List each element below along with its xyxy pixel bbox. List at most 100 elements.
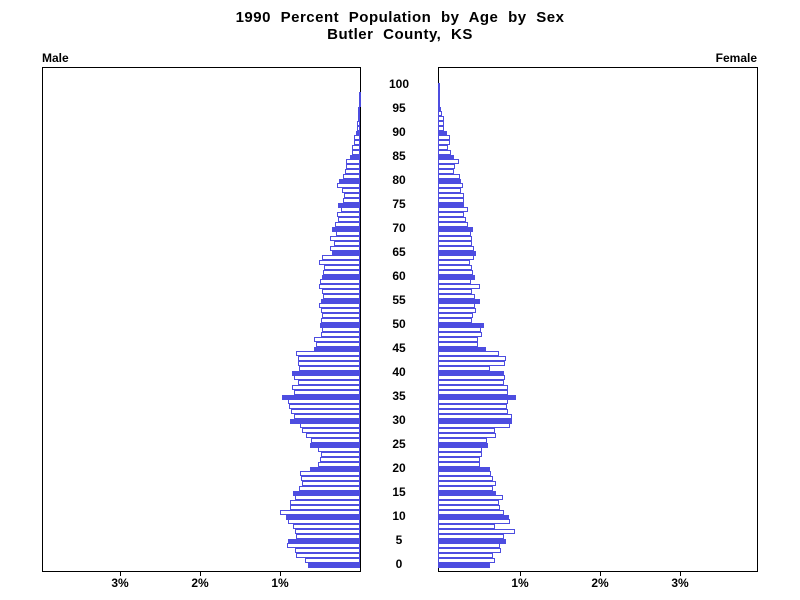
bar-female-age-5 (438, 539, 506, 544)
bar-female-age-71 (438, 222, 468, 227)
bar-female-age-20 (438, 467, 490, 472)
age-axis-label-45: 45 (392, 341, 406, 355)
age-axis-label-10: 10 (392, 509, 406, 523)
bar-male-age-87 (352, 145, 360, 150)
bar-female-age-40 (438, 371, 504, 376)
bar-female-age-28 (438, 428, 495, 433)
bar-male-age-42 (298, 361, 360, 366)
age-axis-label-80: 80 (392, 173, 406, 187)
bar-female-age-50 (438, 323, 484, 328)
bar-female-age-57 (438, 289, 472, 294)
male-axis-1pct-tick (280, 571, 281, 576)
female-axis-3pct-tick (680, 571, 681, 576)
bar-male-age-31 (294, 414, 360, 419)
bar-male-age-21 (318, 462, 360, 467)
bar-male-age-62 (324, 265, 360, 270)
bar-male-age-17 (302, 481, 360, 486)
bar-female-age-25 (438, 443, 488, 448)
bar-male-age-48 (321, 332, 360, 337)
bar-male-age-83 (346, 164, 360, 169)
bar-male-age-2 (296, 553, 360, 558)
male-axis-3pct-tick (120, 571, 121, 576)
bar-male-age-56 (323, 294, 360, 299)
bar-male-age-75 (338, 203, 360, 208)
bar-male-age-65 (332, 251, 360, 256)
bar-male-age-30 (290, 419, 360, 424)
bar-female-age-93 (438, 116, 444, 121)
chart-title-line2: Butler County, KS (327, 26, 473, 43)
age-axis-label-60: 60 (392, 269, 406, 283)
bar-female-age-88 (438, 140, 450, 145)
bar-male-age-67 (334, 241, 360, 246)
bar-female-age-13 (438, 500, 499, 505)
bar-male-age-11 (280, 510, 360, 515)
bar-male-age-43 (298, 356, 360, 361)
age-axis-label-70: 70 (392, 221, 406, 235)
bar-male-age-41 (299, 366, 360, 371)
bar-male-age-45 (314, 347, 360, 352)
bar-male-age-63 (319, 260, 360, 265)
bar-male-age-77 (344, 193, 360, 198)
bar-female-age-8 (438, 524, 495, 529)
bar-male-age-25 (310, 443, 360, 448)
bar-male-age-10 (286, 515, 360, 520)
bar-female-age-58 (438, 284, 480, 289)
bar-female-age-76 (438, 198, 464, 203)
bar-male-age-18 (301, 476, 360, 481)
bar-male-age-80 (339, 179, 360, 184)
female-axis-3pct-label: 3% (671, 576, 689, 590)
bar-male-age-32 (291, 409, 360, 414)
bar-female-age-52 (438, 313, 473, 318)
male-panel-label: Male (42, 51, 69, 65)
bar-male-age-23 (321, 452, 360, 457)
bar-female-age-1 (438, 558, 495, 563)
bar-female-age-77 (438, 193, 464, 198)
bar-female-age-53 (438, 308, 476, 313)
bar-male-age-15 (293, 491, 360, 496)
age-axis-label-90: 90 (392, 125, 406, 139)
bar-female-age-68 (438, 236, 472, 241)
bar-female-age-82 (438, 169, 454, 174)
bar-female-age-21 (438, 462, 480, 467)
bar-female-age-45 (438, 347, 486, 352)
bar-female-age-97 (438, 97, 440, 102)
male-axis-2pct-tick (200, 571, 201, 576)
bar-male-age-16 (299, 486, 360, 491)
bar-male-age-1 (305, 558, 360, 563)
bar-female-age-47 (438, 337, 478, 342)
bar-male-age-3 (295, 548, 360, 553)
bar-female-age-12 (438, 505, 500, 510)
bar-female-age-31 (438, 414, 512, 419)
age-axis-label-15: 15 (392, 485, 406, 499)
bar-male-age-47 (314, 337, 360, 342)
bar-male-age-61 (323, 270, 360, 275)
bar-female-age-22 (438, 457, 480, 462)
bar-male-age-70 (332, 227, 360, 232)
bar-female-age-65 (438, 251, 476, 256)
age-axis-label-50: 50 (392, 317, 406, 331)
female-axis-2pct-label: 2% (591, 576, 609, 590)
bar-female-age-43 (438, 356, 506, 361)
age-axis-label-25: 25 (392, 437, 406, 451)
bar-female-age-100 (438, 83, 440, 88)
bar-male-age-88 (354, 140, 360, 145)
bar-female-age-46 (438, 342, 478, 347)
bar-female-age-96 (438, 102, 440, 107)
bar-male-age-91 (357, 126, 360, 131)
bar-male-age-36 (294, 390, 360, 395)
bar-male-age-28 (302, 428, 360, 433)
bar-female-age-63 (438, 260, 470, 265)
bar-male-age-8 (293, 524, 360, 529)
bar-male-age-13 (290, 500, 360, 505)
bar-female-age-41 (438, 366, 490, 371)
bar-female-age-0 (438, 563, 490, 568)
bar-female-age-2 (438, 553, 493, 558)
age-axis-label-95: 95 (392, 101, 406, 115)
age-axis-label-65: 65 (392, 245, 406, 259)
bar-male-age-35 (282, 395, 360, 400)
female-axis-2pct-tick (600, 571, 601, 576)
bar-female-age-18 (438, 476, 493, 481)
bar-female-age-87 (438, 145, 448, 150)
bar-female-age-55 (438, 299, 480, 304)
